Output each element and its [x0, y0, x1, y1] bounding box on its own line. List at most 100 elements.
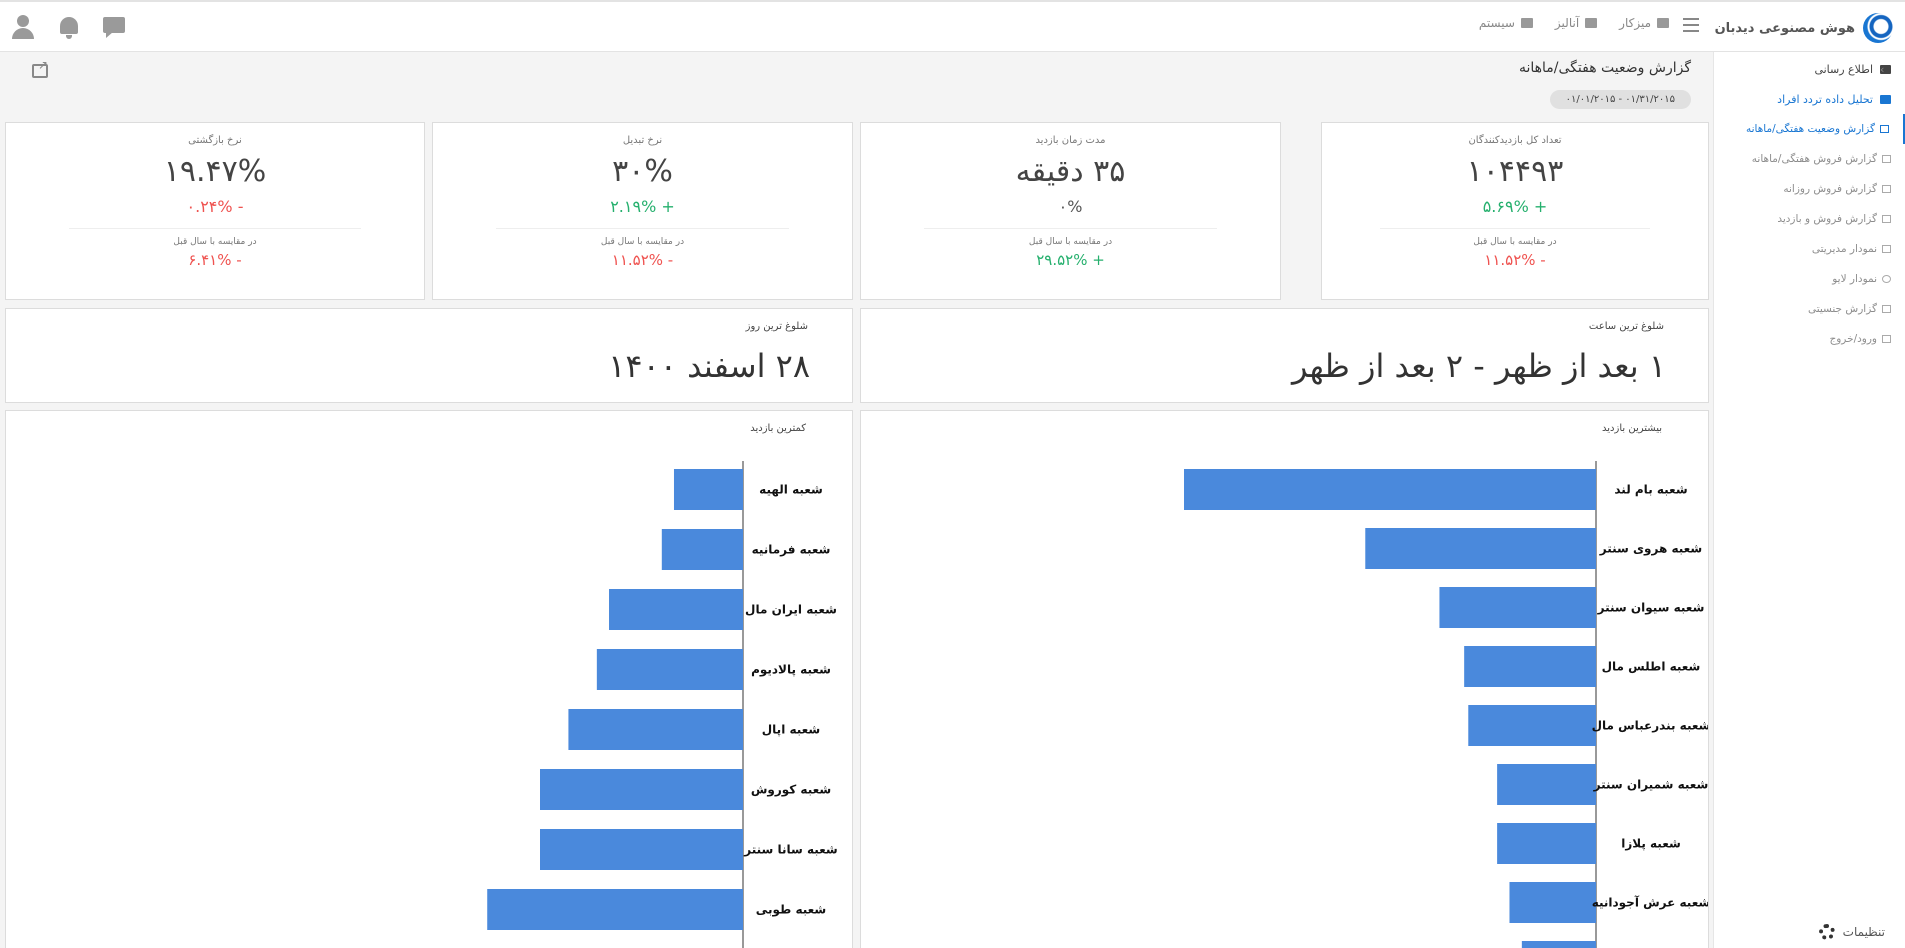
dashboard-icon: [1657, 18, 1669, 28]
sidebar-item-management-chart[interactable]: نمودار مدیریتی: [1714, 234, 1905, 264]
sidebar-item-label: ورود/خروج: [1829, 333, 1877, 345]
sidebar-item-label: گزارش فروش و بازدید: [1777, 213, 1877, 225]
main-content: گزارش وضعیت هفتگی/ماهانه ۰۱/۰۱/۲۰۱۵ - ۰۱…: [0, 52, 1713, 948]
divider: [68, 228, 362, 229]
kpi-card-duration: مدت زمان بازدید ۳۵ دقیقه ۰% در مقایسه با…: [860, 122, 1281, 300]
kpi-compare-value: - ۱۱.۵۲%: [611, 251, 674, 269]
chart-bar[interactable]: [1497, 823, 1596, 864]
chart-title: بیشترین بازدید: [1602, 423, 1662, 434]
sidebar-item-label: گزارش فروش روزانه: [1783, 183, 1877, 195]
sidebar-item-weekly-status[interactable]: گزارش وضعیت هفتگی/ماهانه: [1714, 114, 1905, 144]
kpi-change: ۰%: [1058, 197, 1083, 216]
gear-icon: [1818, 924, 1835, 940]
settings-label: تنظیمات: [1842, 925, 1885, 939]
least-visits-svg: شعبه الهیه شعبه فرمانیه شعبه ایران مال شعبه…: [487, 461, 838, 948]
sidebar-item-notify[interactable]: اطلاع رسانی ›: [1714, 54, 1905, 84]
chevron-left-icon: ›: [1880, 62, 1885, 76]
chart-bar[interactable]: [540, 829, 743, 870]
chart-bar[interactable]: [568, 709, 743, 750]
nav-dashboard[interactable]: میزکار: [1619, 16, 1669, 30]
chart-bar[interactable]: [540, 769, 743, 810]
top-bar: هوش مصنوعی دیدبان میزکار آنالیز سیستم: [0, 0, 1905, 52]
chart-bar[interactable]: [1184, 469, 1596, 510]
chevron-down-icon: ⌄: [1880, 92, 1890, 106]
chat-icon[interactable]: [102, 16, 126, 38]
chart-bar[interactable]: [1439, 587, 1596, 628]
busiest-hour-card: شلوغ ترین ساعت ۱ بعد از ظهر - ۲ بعد از ظ…: [860, 308, 1709, 403]
calendar-icon: [1880, 125, 1889, 133]
kpi-value: ۳۵ دقیقه: [1015, 154, 1126, 189]
chart-category-label: شعبه طوبی: [756, 903, 826, 918]
chart-bar[interactable]: [487, 889, 743, 930]
chart-bar[interactable]: [1464, 646, 1596, 687]
page-title: گزارش وضعیت هفتگی/ماهانه: [1518, 60, 1691, 76]
kpi-compare-value: - ۱۱.۵۲%: [1484, 251, 1546, 269]
chart-bar[interactable]: [661, 529, 743, 570]
share-icon[interactable]: [32, 58, 48, 78]
sidebar-group-traffic[interactable]: تحلیل داده تردد افراد ⌄: [1714, 84, 1905, 114]
sidebar-item-label: نمودار لایو: [1832, 273, 1877, 285]
chart-category-label: شعبه بام لند: [1614, 483, 1687, 498]
menu-icon[interactable]: [1683, 18, 1699, 32]
divider: [1379, 228, 1651, 229]
chart-category-label: شعبه پلازا: [1621, 837, 1681, 851]
kpi-value: ۱۹.۴۷%: [163, 154, 267, 189]
gender-icon: [1882, 305, 1891, 313]
sidebar-item-label: گزارش جنسیتی: [1807, 303, 1877, 315]
kpi-compare-label: در مقایسه با سال قبل: [173, 237, 257, 247]
chart-category-label: شعبه اطلس مال: [1602, 660, 1701, 674]
calendar-icon: [1882, 215, 1891, 223]
nav-system-label: سیستم: [1478, 16, 1515, 30]
chart-bar[interactable]: [1509, 882, 1596, 923]
calendar-icon: [1882, 155, 1891, 163]
chart-bar[interactable]: [1468, 705, 1596, 746]
nav-dashboard-label: میزکار: [1619, 16, 1651, 30]
chart-bar[interactable]: [1365, 528, 1596, 569]
sidebar-item-entry-exit[interactable]: ورود/خروج: [1714, 324, 1905, 354]
sidebar-item-label: نمودار مدیریتی: [1811, 243, 1877, 255]
kpi-label: مدت زمان بازدید: [1035, 135, 1106, 146]
most-visits-chart: بیشترین بازدید شعبه بام لند شعبه هروی سنت…: [860, 410, 1709, 948]
message-icon: [1880, 64, 1891, 74]
calendar-icon: [1882, 185, 1891, 193]
sidebar-item-label: اطلاع رسانی: [1814, 62, 1873, 76]
chart-category-label: شعبه شمیران سنتر: [1593, 778, 1709, 792]
chart-bar[interactable]: [609, 589, 743, 630]
chart-bar[interactable]: [1521, 941, 1596, 948]
sidebar-item-sales-visits[interactable]: گزارش فروش و بازدید: [1714, 204, 1905, 234]
chart-bar[interactable]: [673, 469, 743, 510]
busiest-hour-title: شلوغ ترین ساعت: [1588, 321, 1664, 332]
bell-icon[interactable]: [58, 15, 80, 39]
sidebar-item-label: تحلیل داده تردد افراد: [1777, 92, 1873, 106]
kpi-card-conversion: نرخ تبدیل ۳۰% + ۲.۱۹% در مقایسه با سال ق…: [432, 122, 853, 300]
kpi-change: - ۰.۲۴%: [186, 197, 244, 216]
chart-category-label: شعبه سانا سنتر: [743, 843, 838, 857]
brand[interactable]: هوش مصنوعی دیدبان: [1715, 10, 1893, 46]
nav-system[interactable]: سیستم: [1479, 16, 1533, 30]
chart-category-label: شعبه الهیه: [759, 483, 823, 497]
chart-category-label: شعبه اپال: [762, 723, 820, 737]
most-visits-svg: شعبه بام لند شعبه هروی سنتر شعبه سیوان سنت…: [1184, 461, 1709, 948]
kpi-card-visitors: تعداد کل بازدیدکنندگان ۱۰۴۴۹۳ + ۵.۶۹% در…: [1321, 122, 1709, 300]
nav-analysis[interactable]: آنالیز: [1555, 16, 1598, 30]
sidebar-item-daily-sales[interactable]: گزارش فروش روزانه: [1714, 174, 1905, 204]
sidebar-item-gender-report[interactable]: گزارش جنسیتی: [1714, 294, 1905, 324]
kpi-change: + ۲.۱۹%: [610, 197, 675, 216]
top-actions: [10, 14, 126, 40]
chart-bar[interactable]: [1497, 764, 1596, 805]
chart-bar[interactable]: [596, 649, 743, 690]
chart-category-label: شعبه کوروش: [751, 783, 831, 798]
chart-title: کمترین بازدید: [750, 423, 806, 434]
clock-icon: [1882, 275, 1891, 283]
sidebar: اطلاع رسانی › تحلیل داده تردد افراد ⌄ گز…: [1713, 52, 1905, 948]
chart-category-label: شعبه سیوان سنتر: [1597, 601, 1705, 616]
top-nav: میزکار آنالیز سیستم: [1479, 16, 1669, 30]
sidebar-item-live-chart[interactable]: نمودار لایو: [1714, 264, 1905, 294]
kpi-label: تعداد کل بازدیدکنندگان: [1468, 135, 1562, 146]
chart-category-label: شعبه عرش آجودانیه: [1592, 895, 1709, 911]
date-range-badge[interactable]: ۰۱/۰۱/۲۰۱۵ - ۰۱/۳۱/۲۰۱۵: [1549, 90, 1691, 109]
sidebar-item-weekly-sales[interactable]: گزارش فروش هفتگی/ماهانه: [1714, 144, 1905, 174]
brand-name: هوش مصنوعی دیدبان: [1714, 20, 1855, 36]
settings-button[interactable]: تنظیمات: [1818, 924, 1885, 940]
user-icon[interactable]: [10, 14, 36, 40]
